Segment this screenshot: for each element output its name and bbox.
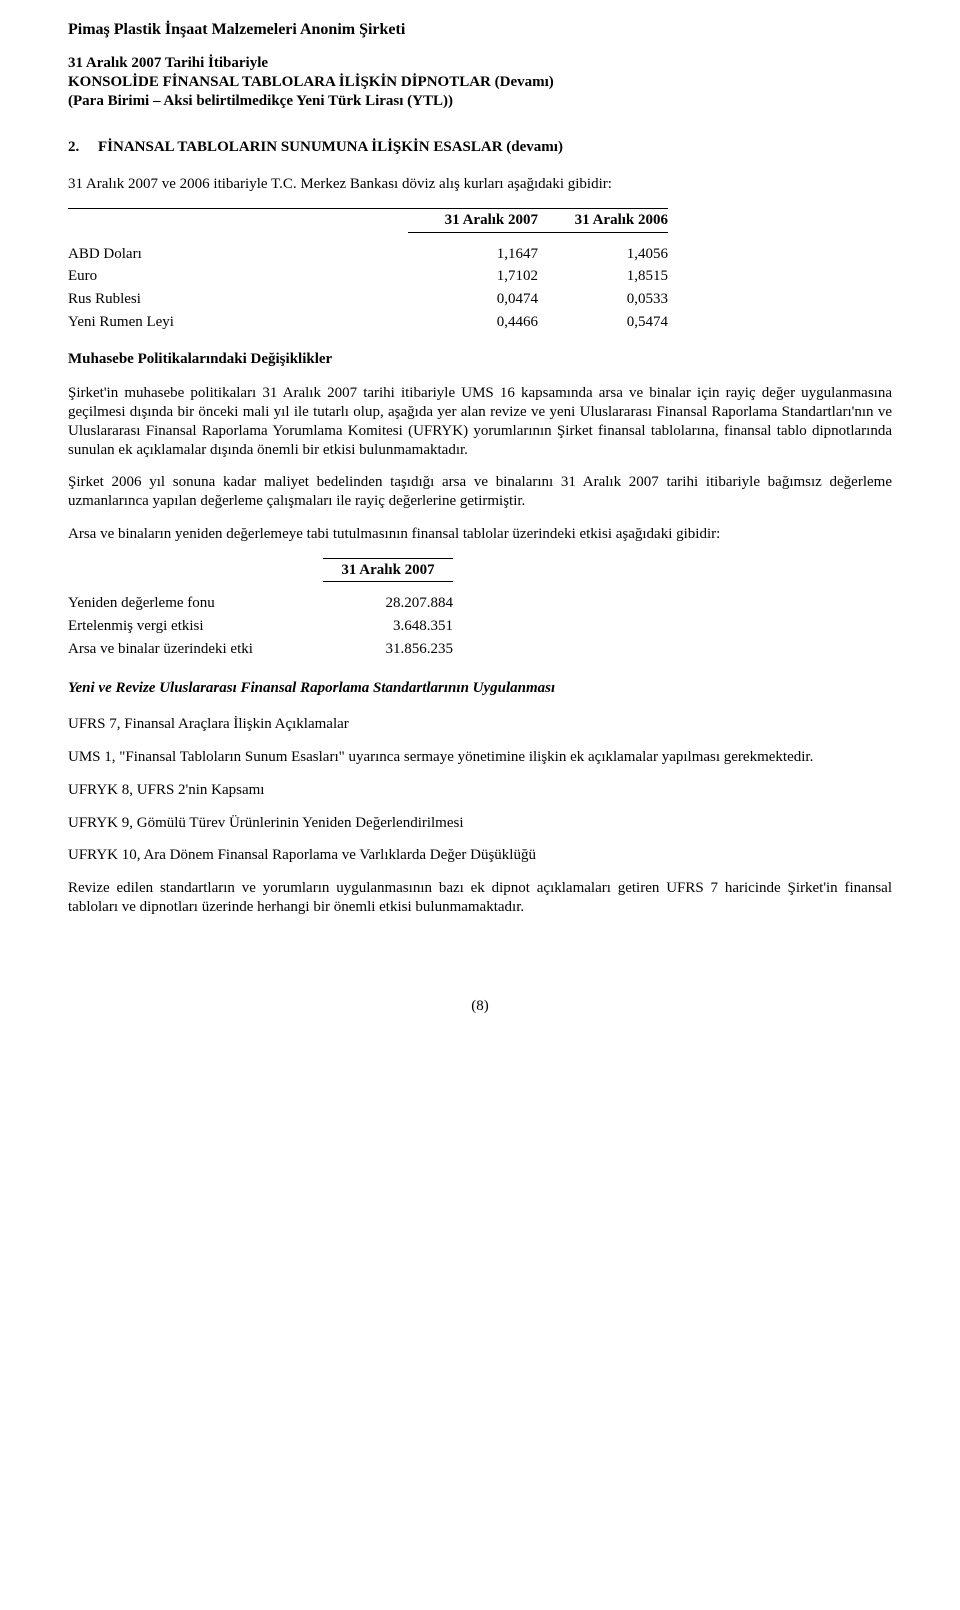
section-number: 2. xyxy=(68,139,79,155)
ufryk8-line: UFRYK 8, UFRS 2'nin Kapsamı xyxy=(68,781,892,800)
currency-table-head-2006: 31 Aralık 2006 xyxy=(538,208,668,232)
rev-label: Yeniden değerleme fonu xyxy=(68,592,323,615)
currency-label: Yeni Rumen Leyi xyxy=(68,311,408,334)
rev-value: 28.207.884 xyxy=(323,592,453,615)
rev-value: 31.856.235 xyxy=(323,638,453,661)
currency-row: Rus Rublesi 0,0474 0,0533 xyxy=(68,288,668,311)
currency-val-2007: 1,7102 xyxy=(408,265,538,288)
currency-table: 31 Aralık 2007 31 Aralık 2006 ABD Doları… xyxy=(68,208,668,334)
currency-val-2006: 0,5474 xyxy=(538,311,668,334)
currency-val-2007: 0,0474 xyxy=(408,288,538,311)
intro-line: 31 Aralık 2007 ve 2006 itibariyle T.C. M… xyxy=(68,175,892,194)
currency-val-2006: 1,8515 xyxy=(538,265,668,288)
currency-row: ABD Doları 1,1647 1,4056 xyxy=(68,243,668,266)
rev-table-head: 31 Aralık 2007 xyxy=(323,558,453,582)
header-line-3: (Para Birimi – Aksi belirtilmedikçe Yeni… xyxy=(68,92,892,111)
section-title: 2. FİNANSAL TABLOLARIN SUNUMUNA İLİŞKİN … xyxy=(68,138,892,157)
company-name: Pimaş Plastik İnşaat Malzemeleri Anonim … xyxy=(68,20,892,40)
rev-label: Arsa ve binalar üzerindeki etki xyxy=(68,638,323,661)
currency-val-2007: 0,4466 xyxy=(408,311,538,334)
currency-table-blank-head xyxy=(68,208,408,232)
header-line-1: 31 Aralık 2007 Tarihi İtibariyle xyxy=(68,54,892,73)
currency-row: Yeni Rumen Leyi 0,4466 0,5474 xyxy=(68,311,668,334)
section-heading: FİNANSAL TABLOLARIN SUNUMUNA İLİŞKİN ESA… xyxy=(98,139,563,155)
paragraph-2: Şirket 2006 yıl sonuna kadar maliyet bed… xyxy=(68,473,892,511)
header-line-2: KONSOLİDE FİNANSAL TABLOLARA İLİŞKİN DİP… xyxy=(68,73,892,92)
document-header: Pimaş Plastik İnşaat Malzemeleri Anonim … xyxy=(68,20,892,110)
currency-label: ABD Doları xyxy=(68,243,408,266)
rev-row: Ertelenmiş vergi etkisi 3.648.351 xyxy=(68,615,453,638)
currency-val-2006: 0,0533 xyxy=(538,288,668,311)
currency-val-2006: 1,4056 xyxy=(538,243,668,266)
currency-label: Euro xyxy=(68,265,408,288)
revaluation-table: 31 Aralık 2007 Yeniden değerleme fonu 28… xyxy=(68,558,453,661)
rev-table-blank-head xyxy=(68,558,323,582)
currency-table-head-2007: 31 Aralık 2007 xyxy=(408,208,538,232)
paragraph-1: Şirket'in muhasebe politikaları 31 Aralı… xyxy=(68,384,892,459)
currency-row: Euro 1,7102 1,8515 xyxy=(68,265,668,288)
muhasebe-heading: Muhasebe Politikalarındaki Değişiklikler xyxy=(68,350,892,369)
paragraph-3: Arsa ve binaların yeniden değerlemeye ta… xyxy=(68,525,892,544)
ufrs7-line: UFRS 7, Finansal Araçlara İlişkin Açıkla… xyxy=(68,715,892,734)
rev-row: Yeniden değerleme fonu 28.207.884 xyxy=(68,592,453,615)
italic-heading: Yeni ve Revize Uluslararası Finansal Rap… xyxy=(68,679,892,698)
currency-label: Rus Rublesi xyxy=(68,288,408,311)
ufryk9-line: UFRYK 9, Gömülü Türev Ürünlerinin Yenide… xyxy=(68,814,892,833)
rev-label: Ertelenmiş vergi etkisi xyxy=(68,615,323,638)
page-number: (8) xyxy=(68,997,892,1016)
ums1-paragraph: UMS 1, "Finansal Tabloların Sunum Esasla… xyxy=(68,748,892,767)
rev-row: Arsa ve binalar üzerindeki etki 31.856.2… xyxy=(68,638,453,661)
currency-val-2007: 1,1647 xyxy=(408,243,538,266)
closing-paragraph: Revize edilen standartların ve yorumları… xyxy=(68,879,892,917)
ufryk10-line: UFRYK 10, Ara Dönem Finansal Raporlama v… xyxy=(68,846,892,865)
rev-value: 3.648.351 xyxy=(323,615,453,638)
